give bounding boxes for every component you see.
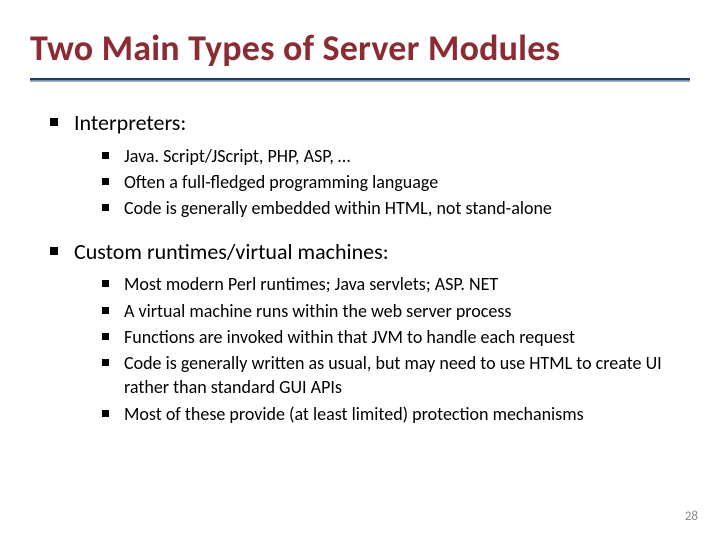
square-bullet-icon: [102, 410, 109, 417]
square-bullet-icon: [102, 359, 109, 366]
bullet-text: Java. Script/JScript, PHP, ASP, …: [124, 145, 350, 167]
slide-body: Interpreters: Java. Script/JScript, PHP,…: [50, 108, 680, 442]
bullet-text: Code is generally embedded within HTML, …: [124, 197, 552, 219]
bullet-level2: Functions are invoked within that JVM to…: [102, 325, 680, 349]
sublist: Java. Script/JScript, PHP, ASP, … Often …: [102, 144, 680, 221]
bullet-text: A virtual machine runs within the web se…: [124, 300, 511, 322]
square-bullet-icon: [102, 307, 109, 314]
bullet-level2: Most of these provide (at least limited)…: [102, 402, 680, 426]
slide-title: Two Main Types of Server Modules: [30, 26, 560, 70]
bullet-text: Most modern Perl runtimes; Java servlets…: [124, 273, 498, 295]
square-bullet-icon: [102, 333, 109, 340]
bullet-level2: Code is generally written as usual, but …: [102, 351, 680, 400]
bullet-text: Interpreters:: [74, 109, 186, 136]
square-bullet-icon: [102, 178, 109, 185]
square-bullet-icon: [50, 118, 58, 126]
sublist: Most modern Perl runtimes; Java servlets…: [102, 272, 680, 426]
slide: Two Main Types of Server Modules Interpr…: [0, 0, 720, 540]
bullet-level2: Java. Script/JScript, PHP, ASP, …: [102, 144, 680, 168]
bullet-text: Most of these provide (at least limited)…: [124, 403, 584, 425]
title-underline: [30, 78, 690, 82]
bullet-text: Functions are invoked within that JVM to…: [124, 326, 575, 348]
bullet-text: Often a full-fledged programming languag…: [124, 171, 438, 193]
bullet-level1: Custom runtimes/virtual machines:: [50, 237, 680, 267]
bullet-level2: Most modern Perl runtimes; Java servlets…: [102, 272, 680, 296]
square-bullet-icon: [102, 204, 109, 211]
bullet-level2: Often a full-fledged programming languag…: [102, 170, 680, 194]
bullet-level2: Code is generally embedded within HTML, …: [102, 196, 680, 220]
square-bullet-icon: [102, 280, 109, 287]
bullet-text: Code is generally written as usual, but …: [124, 352, 662, 398]
bullet-level2: A virtual machine runs within the web se…: [102, 299, 680, 323]
square-bullet-icon: [102, 152, 109, 159]
page-number: 28: [685, 509, 698, 524]
bullet-text: Custom runtimes/virtual machines:: [74, 238, 389, 265]
bullet-level1: Interpreters:: [50, 108, 680, 138]
square-bullet-icon: [50, 247, 58, 255]
